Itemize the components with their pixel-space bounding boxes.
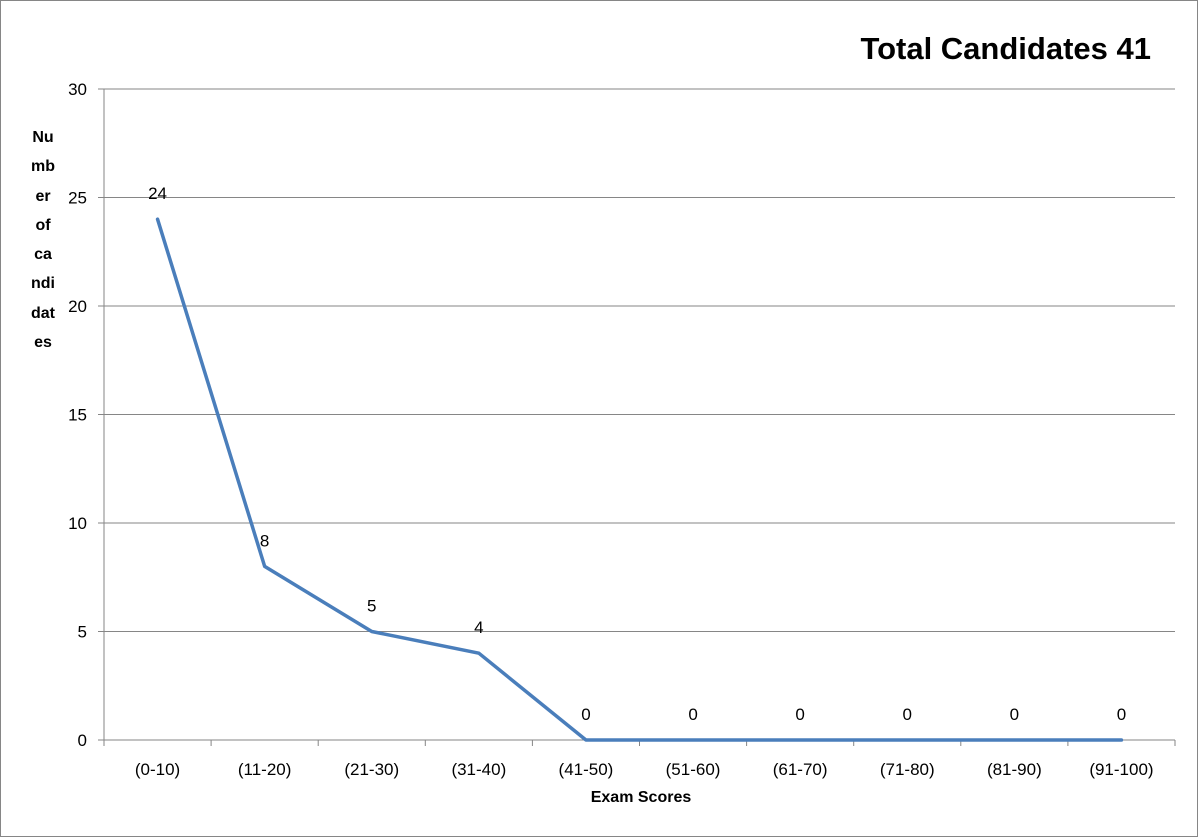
data-label: 0 bbox=[581, 705, 590, 724]
data-label: 24 bbox=[148, 184, 167, 203]
y-axis-label: Number of candidates bbox=[31, 129, 55, 352]
x-tick-label: (11-20) bbox=[238, 760, 292, 779]
series-lines bbox=[155, 217, 1124, 742]
series-line bbox=[155, 217, 1124, 742]
axes bbox=[98, 88, 1176, 746]
x-tick-label: (71-80) bbox=[880, 760, 935, 779]
x-tick-label: (91-100) bbox=[1089, 760, 1153, 779]
data-label: 0 bbox=[903, 705, 912, 724]
data-label: 8 bbox=[260, 531, 269, 550]
x-tick-label: (61-70) bbox=[773, 760, 828, 779]
y-tick-label: 10 bbox=[68, 514, 87, 533]
y-tick-label: 30 bbox=[68, 80, 87, 99]
x-tick-label: (41-50) bbox=[559, 760, 614, 779]
data-labels: 24 8 5 4 0 0 0 0 0 0 bbox=[148, 184, 1126, 724]
data-label: 4 bbox=[474, 618, 483, 637]
x-tick-label: (81-90) bbox=[987, 760, 1042, 779]
x-tick-label: (21-30) bbox=[344, 760, 399, 779]
y-tick-label: 15 bbox=[68, 406, 87, 425]
y-tick-labels: 0 5 10 15 20 25 30 bbox=[68, 80, 87, 750]
x-tick-labels: (0-10) (11-20) (21-30) (31-40) (41-50) (51-60… bbox=[135, 760, 1154, 779]
x-tick-label: (0-10) bbox=[135, 760, 180, 779]
x-axis-label: Exam Scores bbox=[590, 789, 692, 806]
data-label: 0 bbox=[688, 705, 697, 724]
data-label: 5 bbox=[367, 597, 376, 616]
x-tick-label: (51-60) bbox=[666, 760, 721, 779]
y-tick-label: 25 bbox=[68, 189, 87, 208]
y-tick-label: 0 bbox=[78, 731, 87, 750]
y-tick-label: 5 bbox=[78, 623, 87, 642]
data-label: 0 bbox=[1010, 705, 1019, 724]
data-label: 0 bbox=[1117, 705, 1126, 724]
gridlines bbox=[104, 88, 1175, 632]
chart-title: Total Candidates 41 bbox=[860, 31, 1151, 66]
y-tick-label: 20 bbox=[68, 297, 87, 316]
x-tick-label: (31-40) bbox=[451, 760, 506, 779]
data-label: 0 bbox=[795, 705, 804, 724]
